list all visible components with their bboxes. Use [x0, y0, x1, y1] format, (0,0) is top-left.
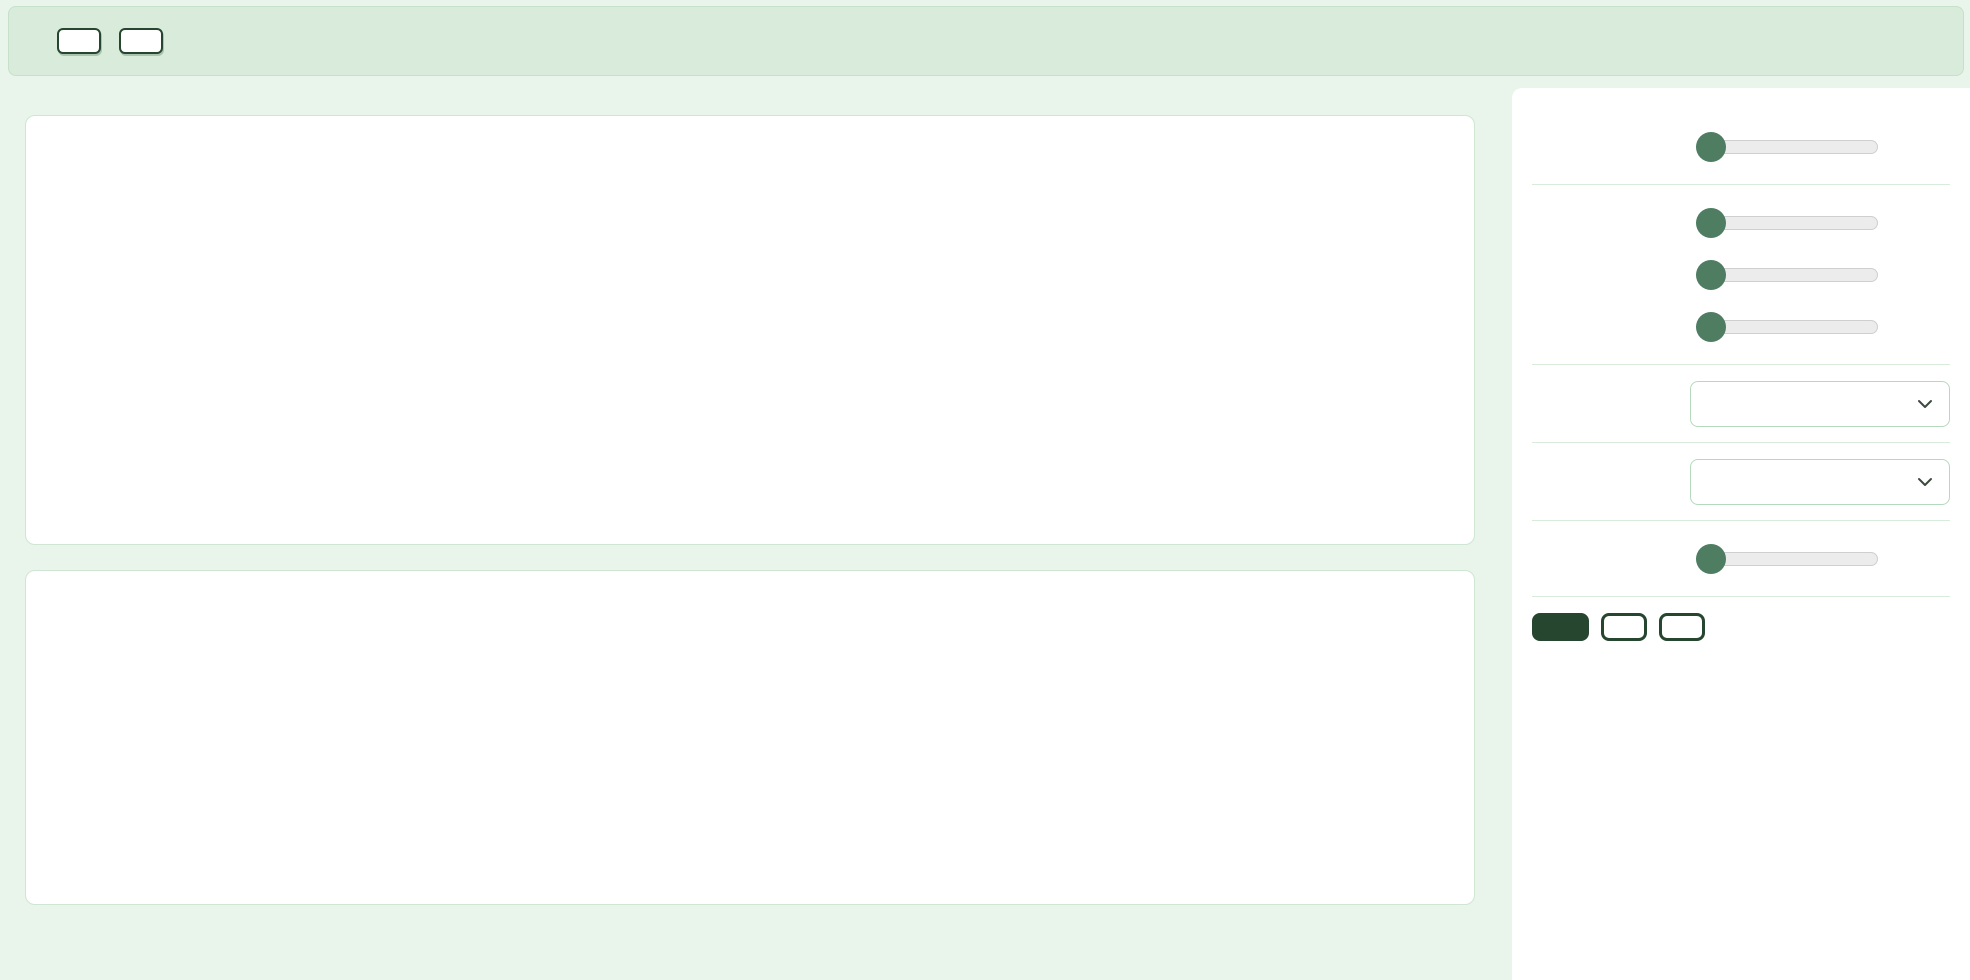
divider — [1532, 520, 1950, 521]
mutation-row — [1532, 253, 1950, 297]
fitness-landscape-card — [25, 115, 1475, 545]
preset-mmo-niching-button[interactable] — [119, 28, 163, 54]
elitism-copies-row — [1532, 537, 1950, 581]
preset-global-optimizer-button[interactable] — [57, 28, 101, 54]
slider-thumb[interactable] — [1696, 544, 1726, 574]
slider-thumb[interactable] — [1696, 132, 1726, 162]
divider — [1532, 596, 1950, 597]
size-n-row — [1532, 125, 1950, 169]
step-size-slider[interactable] — [1696, 312, 1878, 342]
divider — [1532, 184, 1950, 185]
fitness-generations-chart — [26, 571, 1474, 904]
elitism-copies-slider[interactable] — [1696, 544, 1878, 574]
step-size-row — [1532, 305, 1950, 349]
step-button[interactable] — [1601, 613, 1647, 641]
chevron-down-icon — [1918, 478, 1932, 486]
niching-method-dropdown[interactable] — [1690, 459, 1950, 505]
crossover-slider[interactable] — [1696, 208, 1878, 238]
divider — [1532, 364, 1950, 365]
size-n-slider[interactable] — [1696, 132, 1878, 162]
slider-thumb[interactable] — [1696, 260, 1726, 290]
settings-sidebar — [1512, 88, 1970, 980]
mutation-slider[interactable] — [1696, 260, 1878, 290]
crossover-row — [1532, 201, 1950, 245]
niching-method-row — [1532, 459, 1950, 505]
run-button[interactable] — [1532, 613, 1589, 641]
divider — [1532, 442, 1950, 443]
controls-row — [1532, 613, 1950, 641]
quickset-toolbar — [8, 6, 1964, 76]
fitness-landscape-chart — [26, 116, 1474, 544]
fitness-generations-card — [25, 570, 1475, 905]
selection-operator-row — [1532, 381, 1950, 427]
slider-thumb[interactable] — [1696, 312, 1726, 342]
selection-operator-dropdown[interactable] — [1690, 381, 1950, 427]
chevron-down-icon — [1918, 400, 1932, 408]
slider-thumb[interactable] — [1696, 208, 1726, 238]
reset-button[interactable] — [1659, 613, 1705, 641]
